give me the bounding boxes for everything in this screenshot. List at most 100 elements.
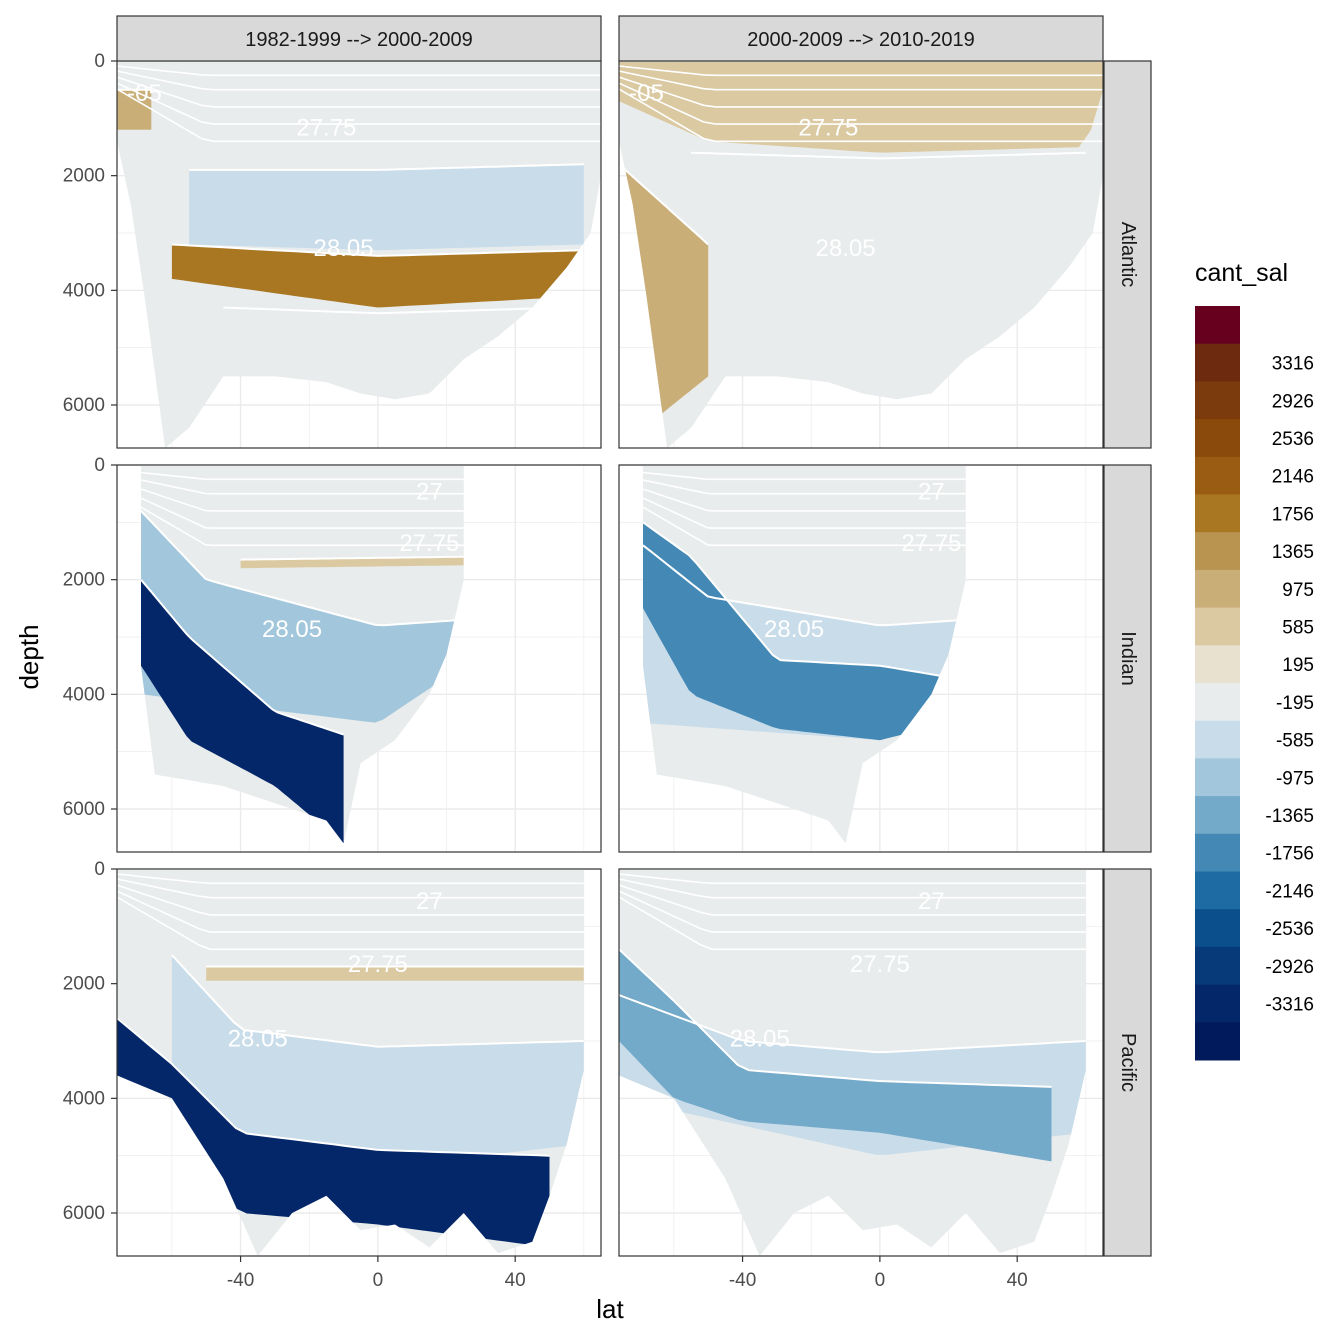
contour-label: 27 bbox=[416, 888, 443, 915]
panel-border bbox=[116, 868, 602, 1257]
band-surface bbox=[117, 61, 601, 170]
band-intermediate bbox=[691, 152, 1086, 394]
isopycnal-contour bbox=[643, 471, 966, 481]
legend-label: 975 bbox=[1282, 580, 1314, 601]
isopycnal-contour bbox=[619, 890, 1086, 933]
isopycnal-contour bbox=[643, 497, 966, 529]
legend-label: -2536 bbox=[1265, 919, 1314, 940]
facet-strips: 1982-1999 --> 2000-2009 2000-2009 --> 201… bbox=[116, 15, 1152, 1257]
y-tick-label: 2000 bbox=[63, 166, 105, 187]
panel-pacific-1: 27.75 28.05 27 bbox=[116, 868, 602, 1257]
contour-label: 28.05 bbox=[228, 1026, 288, 1053]
y-tick-label: 4000 bbox=[63, 684, 105, 705]
legend-swatch bbox=[1195, 607, 1240, 646]
isopycnal-contour bbox=[189, 163, 584, 171]
panel-border bbox=[618, 464, 1104, 853]
isopycnal-contour bbox=[240, 555, 464, 561]
isopycnal-contour bbox=[643, 544, 966, 627]
panel-border bbox=[116, 464, 602, 853]
isopycnal-contour bbox=[223, 306, 567, 315]
legend-swatch bbox=[1195, 456, 1240, 495]
isopycnal-contour bbox=[117, 65, 601, 77]
band-surface bbox=[117, 869, 584, 1041]
isopycnal-contour bbox=[691, 151, 1086, 160]
legend-swatch bbox=[1195, 419, 1240, 458]
y-tick-label: 2000 bbox=[63, 974, 105, 995]
isopycnal-contour bbox=[619, 82, 1103, 125]
legend-swatch bbox=[1195, 946, 1240, 986]
isopycnal-contour bbox=[619, 878, 1086, 899]
band-abyssal bbox=[223, 307, 567, 394]
panel-atlantic-2: 27.75 28.05 -05 bbox=[618, 60, 1104, 449]
isopycnal-contour bbox=[619, 884, 1086, 916]
band-thin_brown bbox=[206, 966, 584, 981]
contour-label: 28.05 bbox=[816, 235, 876, 262]
axes: 020004000600002000400060000200040006000-… bbox=[63, 51, 1028, 1291]
y-tick-label: 6000 bbox=[63, 1203, 105, 1224]
isopycnal-contour bbox=[141, 479, 464, 495]
panel-pacific-2: 27.75 28.05 27 bbox=[618, 868, 1104, 1257]
isopycnal-contour bbox=[619, 70, 1103, 91]
contour-label: -05 bbox=[127, 80, 162, 107]
panel-atlantic-1: 27.75 28.05 -05 bbox=[116, 60, 602, 449]
y-tick-label: 0 bbox=[94, 51, 105, 72]
x-axis-label: lat bbox=[596, 1294, 624, 1324]
facet-panels: 27.7528.05-0527.7528.05-0527.7528.052727… bbox=[116, 60, 1104, 1257]
contour-label: 27.75 bbox=[798, 115, 858, 142]
y-axis-label: depth bbox=[14, 624, 44, 689]
legend-swatch bbox=[1195, 569, 1240, 609]
row-strip-label: Atlantic bbox=[1117, 222, 1139, 288]
isopycnal-contour bbox=[141, 579, 344, 736]
panel-border bbox=[618, 868, 1104, 1257]
contour-label: 27 bbox=[416, 478, 443, 505]
legend-swatch bbox=[1195, 494, 1240, 533]
isopycnal-contour bbox=[643, 521, 949, 679]
y-tick-label: 0 bbox=[94, 859, 105, 880]
x-tick-label: -40 bbox=[227, 1270, 254, 1291]
isopycnal-contour bbox=[619, 65, 1103, 77]
x-tick-label: 0 bbox=[373, 1270, 384, 1291]
isopycnal-contour bbox=[117, 1017, 550, 1157]
column-strip bbox=[116, 15, 602, 62]
row-strip bbox=[1103, 60, 1152, 449]
legend-swatch bbox=[1195, 343, 1240, 382]
isopycnal-contour bbox=[117, 890, 584, 933]
contour-label: 27.75 bbox=[296, 115, 356, 142]
legend: cant_sal 3316 2926 2536 2146 1756 1365 975 585 1… bbox=[1195, 259, 1314, 1061]
band-deep_brown bbox=[171, 244, 584, 308]
contour-label: 28.05 bbox=[764, 616, 824, 643]
contour-label: 27.75 bbox=[850, 951, 910, 978]
legend-swatch bbox=[1195, 758, 1240, 797]
isopycnal-contour bbox=[117, 878, 584, 899]
contour-label: 28.05 bbox=[314, 235, 374, 262]
isopycnal-contour bbox=[171, 954, 584, 1048]
isopycnal-contour bbox=[141, 488, 464, 512]
row-strip bbox=[1103, 868, 1152, 1257]
contour-label: 27 bbox=[918, 478, 945, 505]
row-strip bbox=[1103, 464, 1152, 853]
isopycnal-contour bbox=[141, 510, 464, 627]
legend-label: 2146 bbox=[1272, 467, 1314, 488]
isopycnal-contour bbox=[141, 497, 464, 529]
isopycnal-contour bbox=[619, 76, 1103, 108]
isopycnal-contour bbox=[619, 163, 709, 246]
isopycnal-contour bbox=[643, 479, 966, 495]
panel-indian-1: 27.75 28.05 27 bbox=[116, 464, 602, 853]
band-south_shelf bbox=[117, 89, 152, 130]
legend-swatch bbox=[1195, 833, 1240, 872]
y-tick-label: 4000 bbox=[63, 280, 105, 301]
x-tick-label: 40 bbox=[505, 1270, 526, 1291]
legend-label: 195 bbox=[1282, 655, 1314, 676]
isopycnal-contour bbox=[619, 948, 1052, 1088]
legend-label: 1756 bbox=[1272, 504, 1314, 525]
legend-title: cant_sal bbox=[1195, 259, 1288, 287]
contour-label: 27.75 bbox=[348, 951, 408, 978]
row-strip-label: Pacific bbox=[1117, 1033, 1139, 1092]
isopycnal-contour bbox=[643, 506, 966, 547]
legend-swatch bbox=[1195, 1022, 1240, 1061]
legend-label: 585 bbox=[1282, 617, 1314, 638]
contour-label: 28.05 bbox=[730, 1026, 790, 1053]
band-intermediate bbox=[189, 164, 584, 251]
isopycnal-contour bbox=[643, 488, 966, 512]
isopycnal-contour bbox=[141, 471, 464, 481]
